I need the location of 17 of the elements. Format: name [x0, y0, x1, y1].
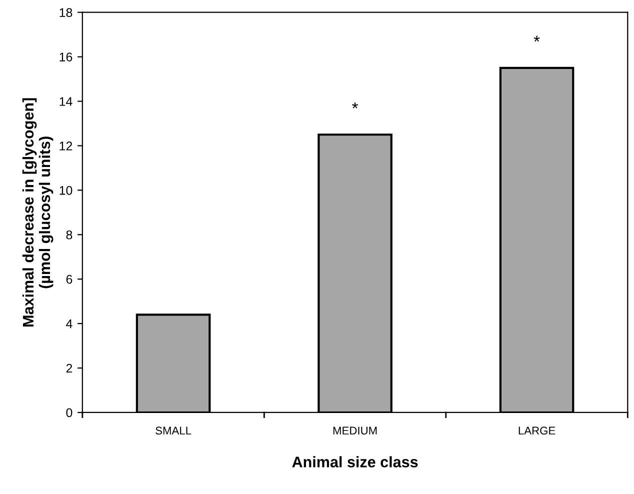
y-tick-label: 10 — [60, 186, 72, 195]
y-tick-label: 12 — [60, 142, 72, 150]
x-tick-label: MEDIUM — [333, 426, 377, 435]
y-tick-label: 0 — [66, 408, 72, 418]
x-tick-label: LARGE — [518, 426, 556, 435]
annotation: * — [534, 36, 540, 42]
y-tick-label: 2 — [66, 364, 72, 373]
y-tick-label: 16 — [60, 52, 72, 62]
y-tick-label: 18 — [60, 8, 72, 17]
x-axis-title: Animal size class — [292, 456, 418, 468]
y-tick-label: 6 — [66, 274, 72, 284]
x-tick-label: SMALL — [156, 426, 192, 435]
annotation: * — [352, 102, 358, 108]
y-tick-label: 4 — [66, 320, 72, 328]
y-axis-title: Maximal decrease in [glycogen] (µmol glucosyl units) — [22, 98, 54, 326]
y-tick-label: 8 — [66, 230, 72, 240]
y-tick-label: 14 — [60, 97, 72, 106]
